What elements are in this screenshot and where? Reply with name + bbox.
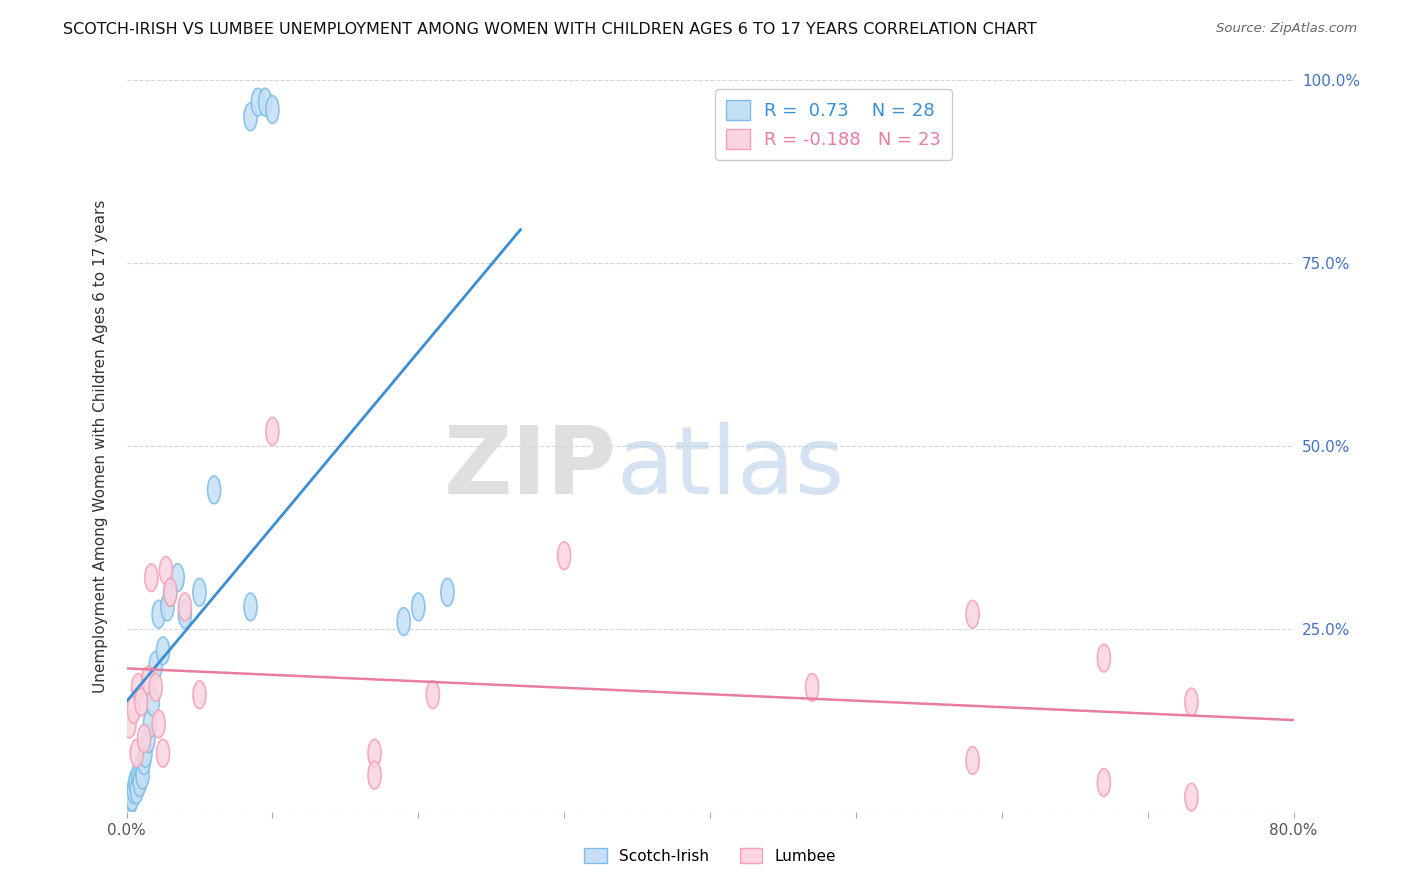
Ellipse shape — [149, 673, 162, 701]
Ellipse shape — [163, 578, 177, 607]
Ellipse shape — [124, 783, 138, 811]
Ellipse shape — [259, 88, 271, 116]
Ellipse shape — [558, 541, 571, 570]
Ellipse shape — [172, 564, 184, 591]
Ellipse shape — [142, 666, 155, 694]
Ellipse shape — [160, 593, 174, 621]
Ellipse shape — [143, 710, 156, 738]
Ellipse shape — [179, 593, 191, 621]
Ellipse shape — [142, 724, 155, 753]
Ellipse shape — [138, 724, 150, 753]
Ellipse shape — [208, 476, 221, 504]
Ellipse shape — [146, 688, 159, 716]
Ellipse shape — [966, 600, 979, 628]
Ellipse shape — [1185, 783, 1198, 811]
Ellipse shape — [252, 88, 264, 116]
Ellipse shape — [159, 557, 173, 584]
Ellipse shape — [156, 637, 170, 665]
Ellipse shape — [245, 103, 257, 131]
Ellipse shape — [128, 696, 141, 723]
Ellipse shape — [163, 578, 177, 607]
Ellipse shape — [138, 747, 150, 774]
Ellipse shape — [368, 761, 381, 789]
Ellipse shape — [152, 710, 165, 738]
Ellipse shape — [1185, 688, 1198, 716]
Ellipse shape — [412, 593, 425, 621]
Text: SCOTCH-IRISH VS LUMBEE UNEMPLOYMENT AMONG WOMEN WITH CHILDREN AGES 6 TO 17 YEARS: SCOTCH-IRISH VS LUMBEE UNEMPLOYMENT AMON… — [63, 22, 1038, 37]
Ellipse shape — [266, 417, 278, 445]
Ellipse shape — [136, 761, 149, 789]
Ellipse shape — [132, 673, 145, 701]
Ellipse shape — [396, 607, 411, 635]
Ellipse shape — [132, 761, 145, 789]
Ellipse shape — [135, 688, 148, 716]
Ellipse shape — [131, 739, 143, 767]
Ellipse shape — [156, 739, 170, 767]
Ellipse shape — [266, 95, 278, 123]
Ellipse shape — [426, 681, 440, 708]
Ellipse shape — [131, 776, 143, 804]
Ellipse shape — [245, 593, 257, 621]
Ellipse shape — [441, 578, 454, 607]
Legend: Scotch-Irish, Lumbee: Scotch-Irish, Lumbee — [578, 842, 842, 870]
Ellipse shape — [368, 739, 381, 767]
Ellipse shape — [128, 776, 141, 804]
Text: ZIP: ZIP — [444, 422, 617, 514]
Ellipse shape — [966, 747, 979, 774]
Ellipse shape — [1097, 769, 1111, 797]
Ellipse shape — [149, 651, 162, 680]
Ellipse shape — [193, 681, 207, 708]
Text: atlas: atlas — [617, 422, 845, 514]
Y-axis label: Unemployment Among Women with Children Ages 6 to 17 years: Unemployment Among Women with Children A… — [93, 199, 108, 693]
Ellipse shape — [806, 673, 818, 701]
Text: Source: ZipAtlas.com: Source: ZipAtlas.com — [1216, 22, 1357, 36]
Ellipse shape — [129, 769, 142, 797]
Ellipse shape — [145, 564, 157, 591]
Ellipse shape — [193, 578, 207, 607]
Ellipse shape — [152, 600, 165, 628]
Ellipse shape — [122, 710, 136, 738]
Ellipse shape — [135, 754, 148, 781]
Ellipse shape — [122, 790, 136, 818]
Ellipse shape — [139, 739, 152, 767]
Ellipse shape — [134, 769, 146, 797]
Ellipse shape — [179, 600, 191, 628]
Ellipse shape — [1097, 644, 1111, 672]
Ellipse shape — [125, 783, 139, 811]
